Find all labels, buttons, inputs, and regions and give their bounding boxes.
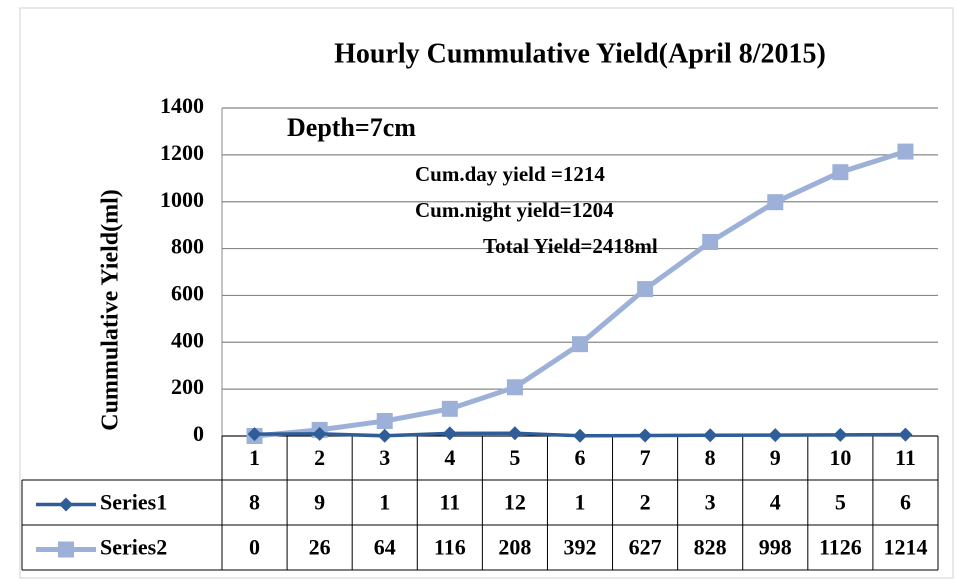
table-value: 627: [629, 535, 662, 560]
x-tick-label: 3: [379, 445, 390, 470]
marker: [897, 143, 914, 160]
marker: [247, 427, 262, 442]
marker: [59, 497, 73, 512]
table-value: 11: [439, 490, 460, 515]
x-tick-label: 4: [444, 445, 455, 470]
y-tick-label: 800: [171, 234, 204, 259]
x-tick-label: 6: [575, 445, 586, 470]
table-value: 4: [770, 490, 781, 515]
marker: [506, 379, 523, 396]
marker: [58, 541, 74, 558]
x-tick-label: 11: [895, 445, 916, 470]
marker: [312, 426, 327, 441]
x-tick-label: 2: [314, 445, 325, 470]
marker: [832, 164, 849, 181]
x-tick-label: 1: [249, 445, 260, 470]
chart-title: Hourly Cummulative Yield(April 8/2015): [334, 38, 826, 69]
marker: [573, 428, 587, 443]
y-tick-label: 1000: [160, 187, 204, 212]
x-tick-label: 9: [770, 445, 781, 470]
y-tick-label: 200: [171, 374, 204, 399]
legend-label: Series1: [100, 490, 167, 515]
x-tick-label: 5: [509, 445, 520, 470]
table-value: 116: [434, 535, 466, 560]
y-axis-label: Cummulative Yield(ml): [98, 189, 124, 431]
y-tick-label: 0: [193, 421, 204, 446]
x-tick-label: 7: [640, 445, 651, 470]
table-value: 392: [564, 535, 597, 560]
table-value: 1: [575, 490, 586, 515]
marker: [898, 427, 913, 442]
marker: [833, 427, 848, 442]
table-value: 998: [759, 535, 792, 560]
annotation: Cum.day yield =1214: [415, 162, 605, 186]
table-value: 9: [314, 490, 325, 515]
marker: [768, 428, 783, 443]
table-value: 208: [498, 535, 531, 560]
table-value: 26: [309, 535, 331, 560]
table-value: 828: [694, 535, 727, 560]
marker: [441, 400, 458, 417]
marker: [637, 281, 654, 298]
x-tick-label: 10: [829, 445, 851, 470]
marker: [376, 413, 393, 430]
table-value: 64: [374, 535, 396, 560]
table-value: 3: [705, 490, 716, 515]
x-tick-label: 8: [705, 445, 716, 470]
table-value: 5: [835, 490, 846, 515]
marker: [767, 194, 784, 211]
table-value: 1: [379, 490, 390, 515]
table-value: 6: [900, 490, 911, 515]
table-value: 1126: [819, 535, 862, 560]
y-tick-label: 400: [171, 327, 204, 352]
annotation: Cum.night yield=1204: [415, 198, 614, 222]
table-value: 2: [640, 490, 651, 515]
marker: [377, 428, 392, 443]
annotation: Total Yield=2418ml: [483, 234, 658, 258]
chart-frame: [19, 7, 954, 579]
annotation: Depth=7cm: [287, 113, 416, 142]
marker: [507, 426, 522, 441]
y-tick-label: 600: [171, 280, 204, 305]
marker: [703, 428, 718, 443]
table-value: 1214: [883, 535, 927, 560]
marker: [572, 336, 588, 353]
y-tick-label: 1400: [160, 93, 204, 118]
marker: [702, 234, 719, 251]
table-value: 12: [504, 490, 526, 515]
legend-label: Series2: [100, 535, 167, 560]
marker: [638, 428, 653, 443]
y-tick-label: 1200: [160, 140, 204, 165]
marker: [442, 426, 457, 441]
table-value: 0: [249, 535, 260, 560]
table-value: 8: [249, 490, 260, 515]
